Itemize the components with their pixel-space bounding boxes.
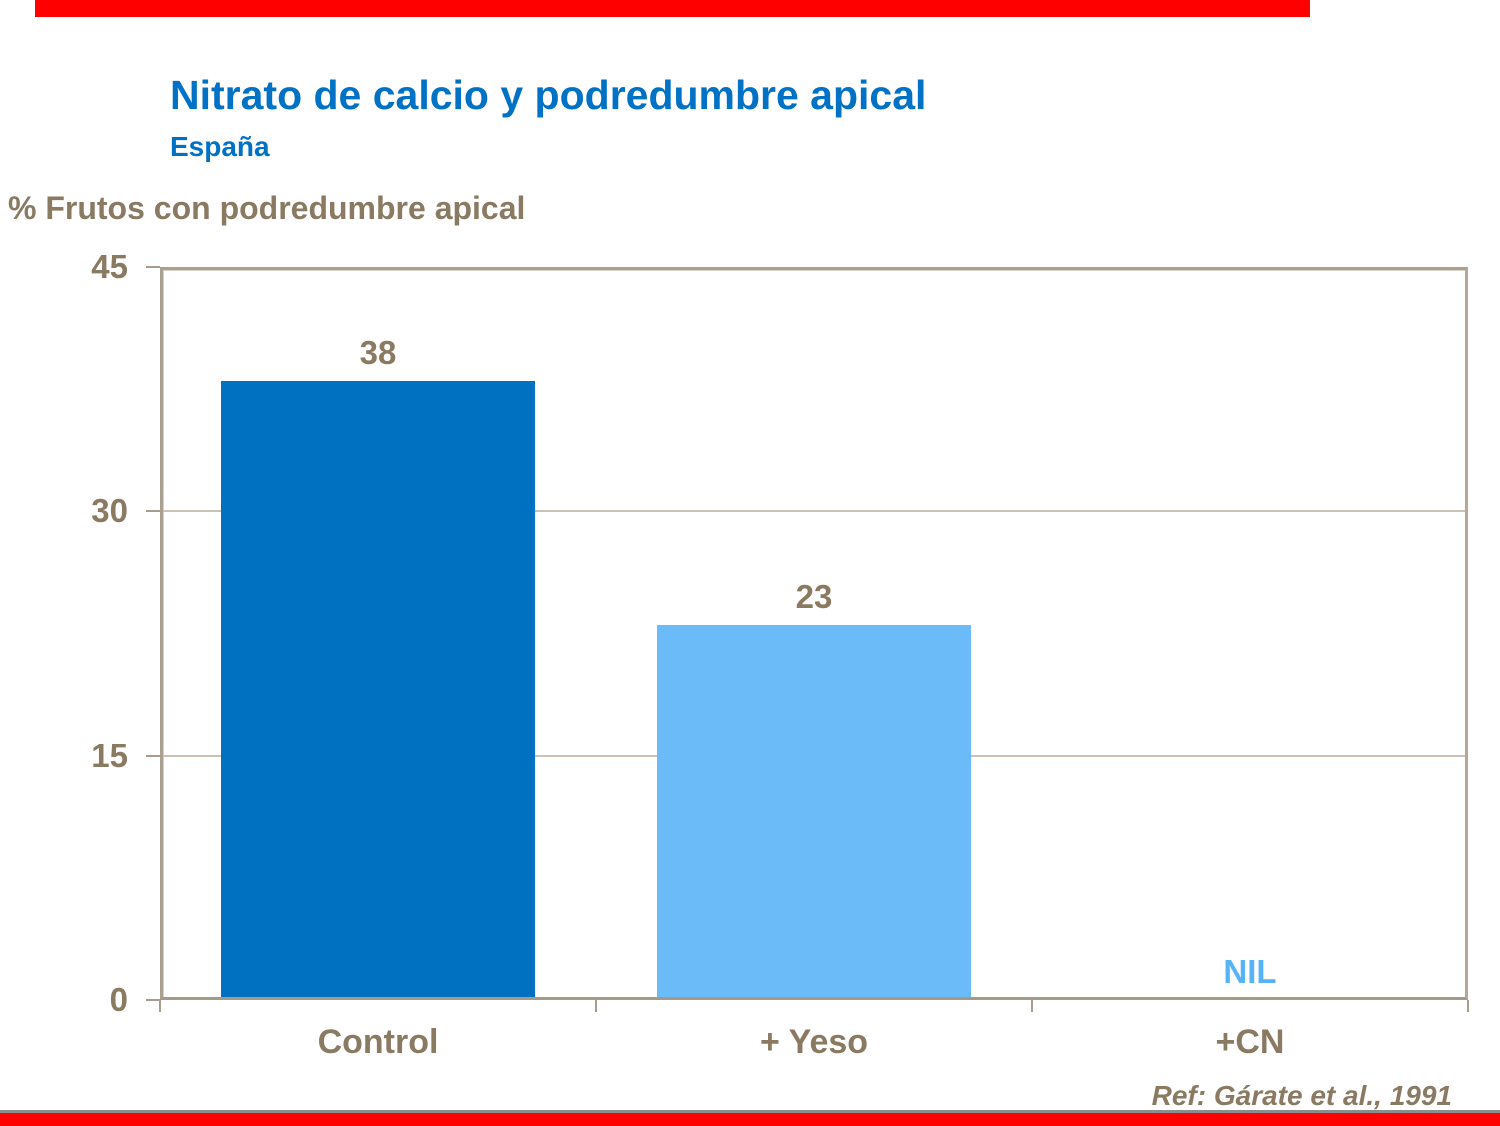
chart-title: Nitrato de calcio y podredumbre apical: [170, 72, 927, 118]
y-tick-mark-0: [146, 999, 160, 1001]
bar-control: [221, 381, 535, 997]
chart-subtitle: España: [170, 131, 270, 162]
nil-label-cn: NIL: [1223, 953, 1277, 990]
y-axis-title: % Frutos con podredumbre apical: [8, 190, 526, 226]
value-label-yeso: 23: [795, 578, 833, 616]
x-tick-mark-2: [1031, 1000, 1033, 1012]
y-tick-label-15: 15: [91, 736, 128, 774]
bar-yeso: [657, 625, 971, 997]
y-tick-label-0: 0: [109, 981, 128, 1018]
bottom-divider: [0, 1110, 1500, 1113]
x-tick-mark-0: [159, 1000, 161, 1012]
y-tick-mark-45: [146, 266, 160, 268]
category-label-yeso: + Yeso: [759, 1023, 869, 1061]
x-tick-mark-1: [595, 1000, 597, 1012]
top-accent-bar: [35, 0, 1310, 17]
category-label-control: Control: [317, 1023, 439, 1061]
x-tick-mark-3: [1467, 1000, 1469, 1012]
y-tick-mark-30: [146, 510, 160, 513]
value-label-control: 38: [359, 334, 397, 372]
y-tick-label-45: 45: [91, 248, 128, 285]
category-label-cn: +CN: [1215, 1023, 1285, 1061]
bottom-accent-bar: [0, 1113, 1500, 1126]
gridline-30: [163, 510, 1465, 513]
reference-text: Ref: Gárate et al., 1991: [1151, 1080, 1452, 1111]
y-tick-mark-15: [146, 754, 160, 757]
y-tick-label-30: 30: [91, 492, 128, 530]
